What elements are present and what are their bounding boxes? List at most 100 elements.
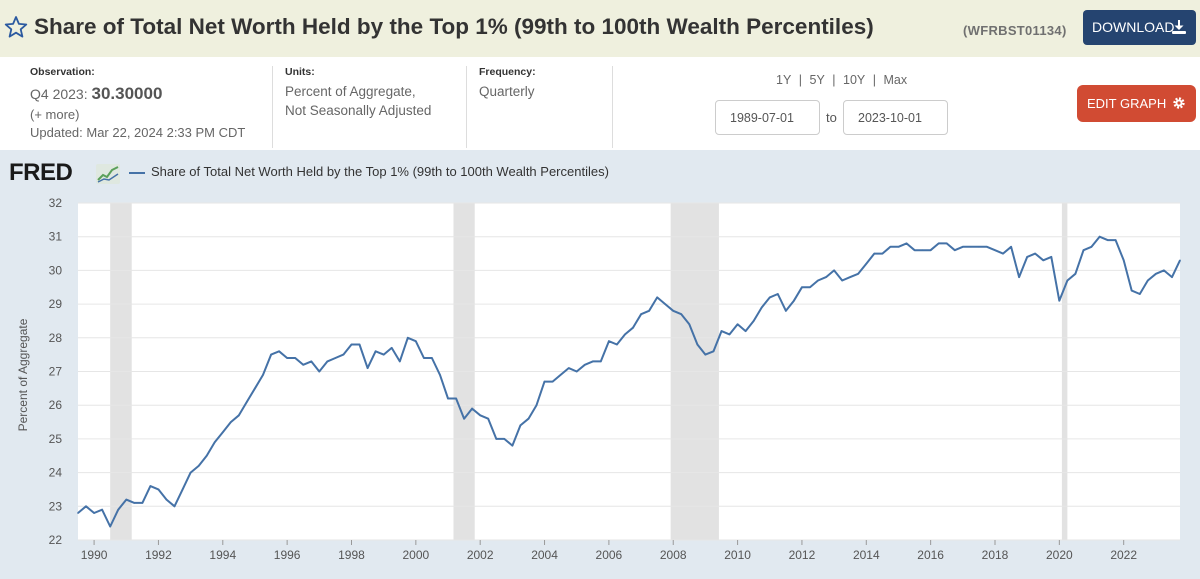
download-icon <box>1172 20 1186 34</box>
range-10y[interactable]: 10Y <box>843 73 866 87</box>
page-title: Share of Total Net Worth Held by the Top… <box>34 14 874 39</box>
data-point <box>1147 279 1149 282</box>
data-point <box>656 296 658 299</box>
data-point <box>583 363 586 366</box>
frequency-block: Frequency: Quarterly <box>466 66 614 148</box>
units-value-line2: Not Seasonally Adjusted <box>285 103 432 118</box>
x-tick-label: 2020 <box>1046 548 1073 562</box>
data-point <box>117 508 120 511</box>
data-point <box>503 438 506 440</box>
gear-icon <box>1173 97 1185 109</box>
data-point <box>728 333 731 336</box>
data-point <box>978 246 980 248</box>
start-date-input[interactable] <box>715 100 820 135</box>
data-point <box>543 380 546 383</box>
data-point <box>310 360 313 363</box>
data-point <box>760 306 763 309</box>
x-tick-label: 1994 <box>209 548 236 562</box>
data-point <box>897 246 900 248</box>
x-tick-label: 2000 <box>402 548 429 562</box>
y-tick-label: 30 <box>49 263 63 277</box>
data-point <box>358 343 361 346</box>
download-button[interactable]: DOWNLOAD <box>1083 10 1196 45</box>
data-point <box>390 347 393 349</box>
data-point <box>334 357 337 359</box>
data-point <box>865 262 868 265</box>
data-point <box>471 407 473 410</box>
data-point <box>382 353 385 356</box>
data-point <box>302 363 305 366</box>
data-point <box>93 512 95 514</box>
data-point <box>1090 246 1093 248</box>
data-point <box>777 293 779 295</box>
data-point <box>1050 256 1053 258</box>
series-id: (WFRBST01134) <box>963 23 1067 38</box>
data-point <box>744 330 747 332</box>
updated-text: Updated: Mar 22, 2024 2:33 PM CDT <box>30 125 246 140</box>
observation-line: Q4 2023: 30.30000 <box>30 84 270 104</box>
data-point <box>664 303 666 305</box>
data-point <box>1179 259 1181 262</box>
edit-graph-button[interactable]: EDIT GRAPH <box>1077 85 1196 122</box>
x-tick-label: 2014 <box>853 548 880 562</box>
data-point <box>77 512 79 514</box>
data-point <box>423 357 425 359</box>
data-point <box>527 417 530 420</box>
data-point <box>318 370 321 373</box>
data-point <box>793 299 795 302</box>
data-point <box>1074 272 1077 275</box>
data-point <box>374 350 377 353</box>
data-point <box>953 249 956 251</box>
data-point <box>109 525 111 528</box>
data-point <box>286 357 288 359</box>
range-5y[interactable]: 5Y <box>809 73 825 87</box>
data-point <box>1018 276 1020 278</box>
data-point <box>640 313 642 316</box>
data-point <box>415 340 417 342</box>
x-tick-label: 2012 <box>789 548 816 562</box>
data-point <box>366 367 369 369</box>
data-point <box>1138 293 1141 295</box>
data-point <box>680 313 683 316</box>
data-point <box>937 242 940 245</box>
data-point <box>213 441 216 444</box>
data-point <box>1042 259 1045 262</box>
data-point <box>1010 246 1012 248</box>
data-point <box>149 485 152 487</box>
y-tick-label: 28 <box>49 331 63 345</box>
data-point <box>1163 269 1165 272</box>
data-point <box>736 323 739 326</box>
data-point <box>785 310 787 312</box>
data-point <box>962 246 964 248</box>
data-point <box>439 374 441 376</box>
data-point <box>648 310 650 312</box>
data-point <box>157 488 160 491</box>
data-point <box>1082 249 1085 251</box>
chart-svg: 22 23 24 25 26 27 28 29 30 31 32 1990 1992 1994 1996 1… <box>16 196 1181 562</box>
data-point <box>519 424 522 427</box>
x-tick-label: 1996 <box>274 548 301 562</box>
end-date-input[interactable] <box>843 100 948 135</box>
more-link[interactable]: (+ more) <box>30 107 80 122</box>
data-point <box>768 296 771 299</box>
data-point <box>1026 256 1028 258</box>
x-tick-label: 2022 <box>1110 548 1137 562</box>
range-max[interactable]: Max <box>883 73 908 87</box>
data-point <box>262 374 264 376</box>
y-tick-label: 23 <box>49 499 63 513</box>
data-point <box>849 276 852 278</box>
data-point <box>809 286 811 289</box>
y-tick-label: 31 <box>49 230 63 244</box>
data-point <box>551 380 554 383</box>
to-label: to <box>826 110 837 125</box>
data-point <box>720 330 723 332</box>
data-point <box>406 337 409 339</box>
fred-logo[interactable]: FRED <box>9 159 73 186</box>
range-1y[interactable]: 1Y <box>776 73 792 87</box>
x-tick-label: 1990 <box>81 548 108 562</box>
star-icon[interactable] <box>4 15 28 39</box>
edit-graph-label: EDIT GRAPH <box>1087 96 1167 111</box>
range-links: 1Y | 5Y | 10Y | Max <box>774 73 909 87</box>
observation-block: Observation: Q4 2023: 30.30000 (+ more) … <box>30 66 270 148</box>
data-point <box>857 272 860 275</box>
